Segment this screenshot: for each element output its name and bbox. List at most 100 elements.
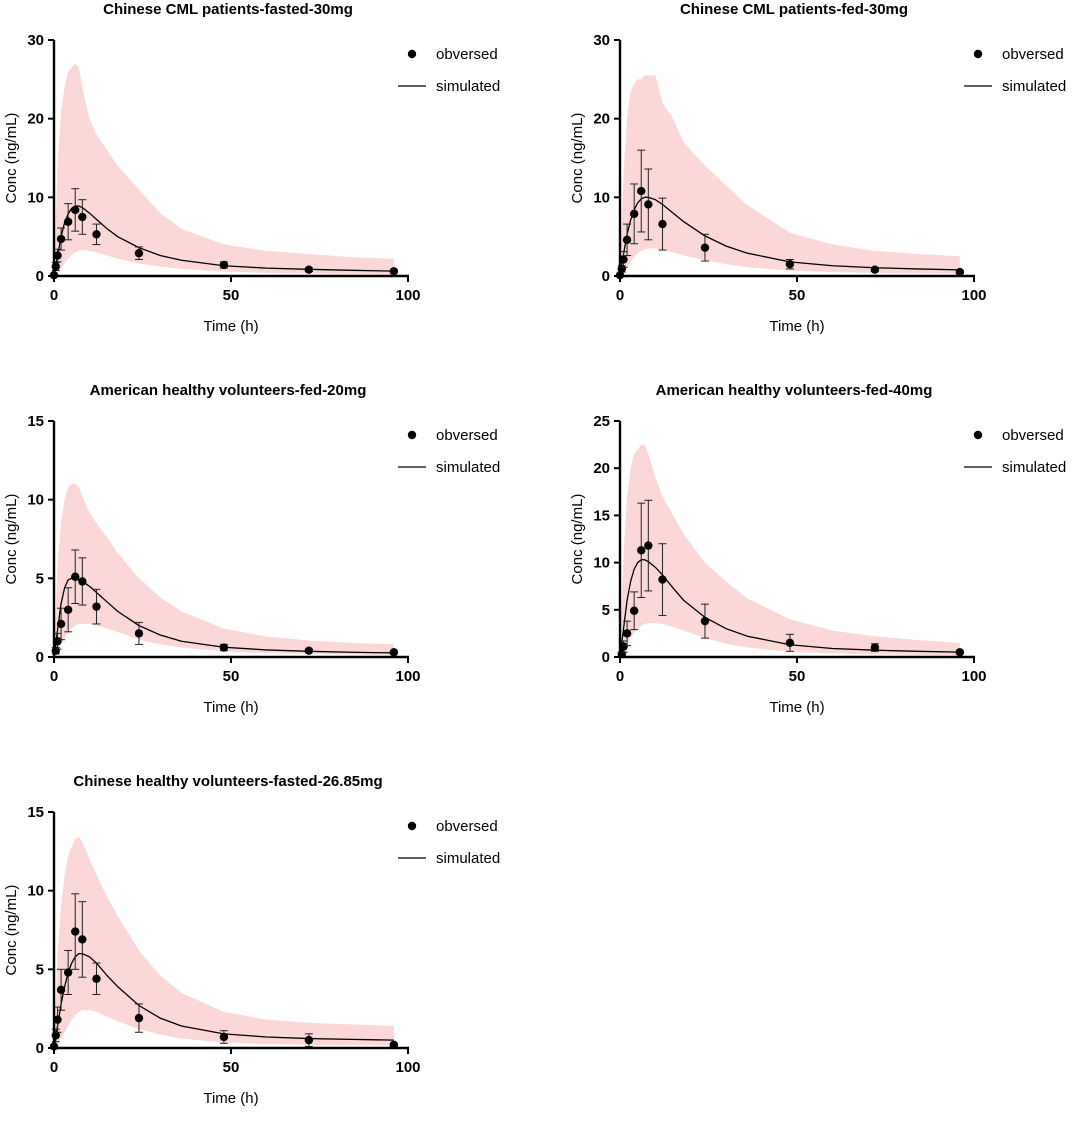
observed-marker [219, 260, 229, 270]
legend-simulated-label: simulated [1002, 78, 1066, 95]
observed-point [658, 197, 667, 251]
observed-point [78, 199, 87, 235]
observed-marker [63, 217, 73, 226]
observed-point [56, 607, 66, 641]
observed-marker [870, 643, 880, 652]
y-tick-label: 0 [36, 649, 44, 666]
observed-marker [700, 616, 710, 626]
observed-point [389, 267, 399, 276]
observed-point [71, 188, 80, 232]
legend-marker-icon [973, 430, 983, 440]
x-tick-label: 100 [395, 668, 420, 685]
legend-marker-icon [973, 49, 983, 59]
x-tick-label: 100 [395, 1059, 420, 1076]
x-tick-label: 100 [961, 287, 986, 304]
y-tick-label: 30 [593, 32, 610, 49]
chart-panel-5: Chinese healthy volunteers-fasted-26.85m… [0, 772, 500, 1127]
observed-point [629, 183, 639, 245]
y-axis-label: Conc (ng/mL) [3, 494, 20, 585]
x-tick-label: 50 [789, 287, 806, 304]
y-tick-label: 5 [36, 961, 44, 978]
legend-simulated-label: simulated [1002, 459, 1066, 476]
x-axis-label: Time (h) [769, 699, 824, 716]
observed-marker [644, 200, 653, 209]
observed-point [134, 621, 144, 645]
x-axis-label: Time (h) [769, 318, 824, 335]
observed-point [629, 591, 639, 631]
legend-marker-icon [407, 430, 417, 440]
legend-observed-label: obversed [436, 46, 498, 63]
observed-point [71, 549, 80, 605]
observed-point [955, 648, 965, 657]
x-tick-label: 50 [789, 668, 806, 685]
y-tick-label: 30 [27, 32, 44, 49]
y-tick-label: 0 [36, 1040, 44, 1057]
observed-marker [304, 646, 314, 655]
observed-marker [53, 251, 62, 260]
observed-marker [53, 637, 62, 646]
observed-marker [56, 619, 66, 629]
y-tick-label: 10 [593, 555, 610, 572]
y-tick-label: 20 [593, 460, 610, 477]
x-tick-label: 100 [961, 668, 986, 685]
x-tick-label: 0 [50, 668, 58, 685]
observed-point [785, 258, 795, 270]
observed-point [700, 603, 710, 639]
y-tick-label: 15 [593, 507, 610, 524]
observed-marker [71, 205, 80, 215]
observed-marker [92, 974, 101, 983]
observed-marker [629, 209, 639, 219]
x-tick-label: 50 [223, 1059, 240, 1076]
observed-point [92, 962, 101, 996]
x-tick-label: 0 [616, 668, 624, 685]
observed-point [78, 557, 87, 606]
y-axis-label: Conc (ng/mL) [569, 494, 586, 585]
observed-marker [63, 968, 73, 977]
y-tick-label: 5 [602, 602, 610, 619]
observed-marker [955, 648, 965, 657]
chart-title: Chinese healthy volunteers-fasted-26.85m… [73, 773, 382, 790]
legend-observed-label: obversed [1002, 427, 1064, 444]
observed-point [622, 620, 632, 647]
observed-marker [134, 248, 144, 258]
chart-title: Chinese CML patients-fed-30mg [680, 1, 908, 18]
observed-marker [219, 1032, 229, 1042]
x-tick-label: 0 [50, 287, 58, 304]
observed-point [700, 233, 710, 262]
x-tick-label: 100 [395, 287, 420, 304]
observed-point [92, 588, 101, 625]
observed-point [78, 901, 87, 978]
observed-marker [629, 606, 639, 615]
observed-marker [92, 230, 101, 239]
observed-point [219, 643, 229, 652]
observed-point [304, 646, 314, 655]
observed-marker [304, 1035, 314, 1045]
observed-marker [56, 234, 66, 244]
y-tick-label: 10 [27, 492, 44, 509]
observed-marker [870, 265, 880, 274]
observed-point [644, 168, 653, 241]
legend-observed-label: obversed [436, 818, 498, 835]
observed-marker [56, 985, 66, 994]
observed-point [622, 223, 632, 257]
observed-marker [619, 642, 628, 651]
observed-marker [304, 265, 314, 274]
y-tick-label: 0 [36, 268, 44, 285]
chart-svg-5: Chinese healthy volunteers-fasted-26.85m… [3, 773, 500, 1107]
observed-marker [785, 260, 795, 269]
y-tick-label: 5 [36, 570, 44, 587]
y-tick-label: 0 [602, 649, 610, 666]
legend-observed-label: obversed [1002, 46, 1064, 63]
prediction-band [54, 837, 394, 1048]
observed-point [219, 260, 229, 270]
chart-svg-2: Chinese CML patients-fed-30mg 0 50 100 0 10 20… [569, 1, 1066, 335]
x-axis-label: Time (h) [203, 318, 258, 335]
legend-marker-icon [407, 49, 417, 59]
observed-marker [644, 541, 653, 550]
observed-marker [389, 267, 399, 276]
y-axis-label: Conc (ng/mL) [569, 113, 586, 204]
observed-point [63, 949, 73, 996]
prediction-band [620, 75, 960, 277]
